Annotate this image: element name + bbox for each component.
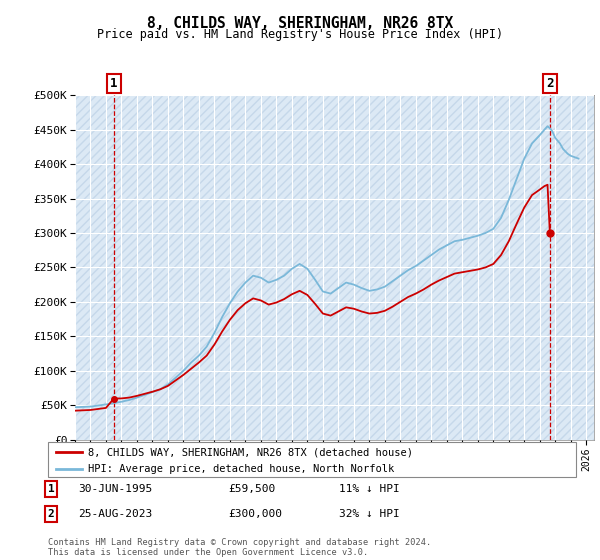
Text: 30-JUN-1995: 30-JUN-1995 <box>78 484 152 494</box>
Text: 25-AUG-2023: 25-AUG-2023 <box>78 509 152 519</box>
Text: 1: 1 <box>110 77 118 90</box>
Text: £59,500: £59,500 <box>228 484 275 494</box>
Text: £300,000: £300,000 <box>228 509 282 519</box>
Text: 2: 2 <box>47 509 55 519</box>
Text: 8, CHILDS WAY, SHERINGHAM, NR26 8TX: 8, CHILDS WAY, SHERINGHAM, NR26 8TX <box>147 16 453 31</box>
Text: 8, CHILDS WAY, SHERINGHAM, NR26 8TX (detached house): 8, CHILDS WAY, SHERINGHAM, NR26 8TX (det… <box>88 447 413 457</box>
Text: 32% ↓ HPI: 32% ↓ HPI <box>339 509 400 519</box>
Text: HPI: Average price, detached house, North Norfolk: HPI: Average price, detached house, Nort… <box>88 464 394 474</box>
Text: 1: 1 <box>47 484 55 494</box>
Text: Price paid vs. HM Land Registry's House Price Index (HPI): Price paid vs. HM Land Registry's House … <box>97 28 503 41</box>
Text: Contains HM Land Registry data © Crown copyright and database right 2024.
This d: Contains HM Land Registry data © Crown c… <box>48 538 431 557</box>
Text: 11% ↓ HPI: 11% ↓ HPI <box>339 484 400 494</box>
Text: 2: 2 <box>546 77 554 90</box>
